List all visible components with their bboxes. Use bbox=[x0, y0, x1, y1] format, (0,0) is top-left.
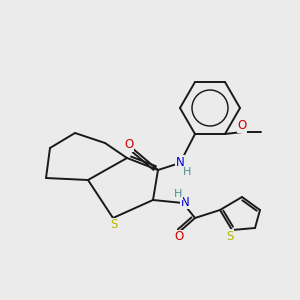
Text: O: O bbox=[237, 119, 247, 133]
Text: O: O bbox=[124, 139, 134, 152]
Text: H: H bbox=[174, 189, 182, 199]
Text: N: N bbox=[176, 155, 184, 169]
Text: O: O bbox=[174, 230, 184, 244]
Text: S: S bbox=[226, 230, 234, 242]
Text: H: H bbox=[183, 167, 191, 177]
Text: S: S bbox=[110, 218, 118, 232]
Text: N: N bbox=[181, 196, 189, 208]
